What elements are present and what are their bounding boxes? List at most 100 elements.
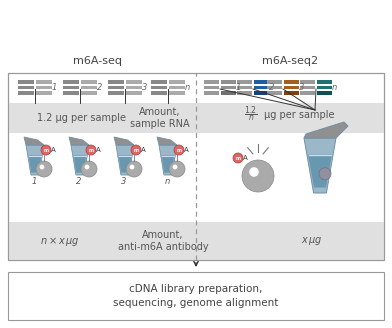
Bar [221,86,236,89]
Polygon shape [304,138,336,193]
Text: m6A-seq: m6A-seq [73,56,122,66]
Bar [151,86,167,89]
Text: A: A [141,147,145,153]
Bar [221,91,236,94]
Bar [284,91,299,94]
Bar [237,86,252,89]
Text: $x\,\mu$g: $x\,\mu$g [301,235,323,247]
Bar [151,80,167,84]
Polygon shape [159,145,177,175]
Bar [36,80,52,84]
Text: 3: 3 [299,83,304,92]
Text: 2: 2 [269,83,274,92]
Bar [18,80,34,84]
Bar [237,91,252,94]
Bar [151,91,167,94]
Text: cDNA library preparation,
sequencing, genome alignment: cDNA library preparation, sequencing, ge… [113,284,279,308]
Bar [8,222,384,260]
Text: 1: 1 [52,83,57,92]
Bar [36,86,52,89]
Bar [63,91,79,94]
Bar [36,91,52,94]
Circle shape [233,153,243,163]
Bar [126,91,142,94]
Polygon shape [69,137,89,145]
Bar [300,91,315,94]
Polygon shape [114,137,134,145]
Bar [8,73,384,260]
Polygon shape [74,155,86,173]
Text: 1.2 μg per sample: 1.2 μg per sample [38,113,127,123]
Text: m: m [176,148,181,153]
Bar [81,91,97,94]
Text: n: n [164,177,170,186]
Bar [169,86,185,89]
Bar [317,91,332,94]
Bar [8,73,384,260]
Text: A: A [51,147,55,153]
Text: 3: 3 [121,177,127,186]
Circle shape [319,168,331,180]
Text: m: m [133,148,138,153]
Polygon shape [26,145,44,175]
Circle shape [85,165,89,169]
Text: A: A [183,147,189,153]
Circle shape [172,165,178,169]
Bar [204,86,219,89]
Polygon shape [304,122,348,138]
Circle shape [86,145,96,155]
Text: Amount,
anti-m6A antibody: Amount, anti-m6A antibody [118,230,208,252]
Polygon shape [24,137,44,145]
Circle shape [130,165,134,169]
Bar [126,80,142,84]
Text: Amount,
sample RNA: Amount, sample RNA [130,107,190,129]
Bar [18,91,34,94]
Text: 1: 1 [31,177,37,186]
Text: μg per sample: μg per sample [264,110,334,120]
Text: m6A-seq2: m6A-seq2 [262,56,318,66]
Polygon shape [308,154,332,188]
Bar [254,80,269,84]
Text: A: A [96,147,100,153]
Polygon shape [29,155,41,173]
Bar [317,86,332,89]
Text: m: m [236,155,241,160]
Text: A: A [243,155,247,161]
Bar [267,80,282,84]
Bar [254,86,269,89]
Circle shape [169,161,185,177]
Text: n: n [332,83,337,92]
Circle shape [131,145,141,155]
Bar [221,80,236,84]
Circle shape [81,161,97,177]
Text: 2: 2 [76,177,82,186]
Bar [284,86,299,89]
Circle shape [126,161,142,177]
Circle shape [249,167,259,177]
Circle shape [242,160,274,192]
Bar [8,272,384,320]
Bar [126,86,142,89]
Bar [267,91,282,94]
Bar [169,80,185,84]
Text: $\frac{1.2}{n}$: $\frac{1.2}{n}$ [244,105,258,125]
Polygon shape [71,145,89,175]
Text: m: m [89,148,94,153]
Bar [169,91,185,94]
Bar [63,80,79,84]
Bar [284,80,299,84]
Bar [204,80,219,84]
Polygon shape [119,155,131,173]
Bar [300,80,315,84]
Bar [300,86,315,89]
Circle shape [40,165,44,169]
Bar [254,91,269,94]
Circle shape [41,145,51,155]
Text: m: m [44,148,49,153]
Bar [108,91,124,94]
Polygon shape [162,155,174,173]
Polygon shape [116,145,134,175]
Text: 3: 3 [142,83,147,92]
Text: 2: 2 [97,83,102,92]
Bar [317,80,332,84]
